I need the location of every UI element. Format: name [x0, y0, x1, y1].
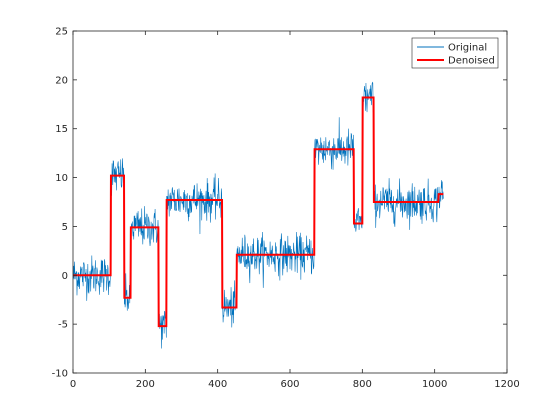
x-tick-label: 800 [353, 379, 372, 390]
y-tick-label: 10 [55, 173, 68, 184]
y-tick-label: 20 [55, 75, 68, 86]
x-axis-ticks: 0 200 400 600 800 1000 1200 [70, 31, 520, 390]
y-tick-label: 25 [55, 27, 68, 38]
legend: Original Denoised [411, 37, 499, 69]
plot-area-background [73, 31, 507, 373]
legend-original-label: Original [448, 43, 487, 54]
y-tick-label: 5 [62, 222, 68, 233]
original-series [73, 81, 444, 349]
denoised-series-line [73, 96, 444, 328]
legend-denoised-label: Denoised [448, 56, 495, 67]
y-axis-ticks: -10 -5 0 5 10 15 20 25 [52, 27, 507, 380]
x-tick-label: 200 [136, 379, 155, 390]
y-tick-label: 0 [62, 271, 68, 282]
x-tick-label: 400 [208, 379, 227, 390]
x-tick-label: 1000 [422, 379, 447, 390]
x-tick-label: 1200 [494, 379, 519, 390]
y-tick-label: -5 [58, 320, 68, 331]
denoised-series [73, 96, 444, 328]
x-tick-label: 0 [70, 379, 76, 390]
original-series-line [73, 81, 444, 349]
legend-box [411, 37, 499, 69]
y-tick-label: -10 [52, 369, 68, 380]
x-tick-label: 600 [280, 379, 299, 390]
y-tick-label: 15 [55, 124, 68, 135]
